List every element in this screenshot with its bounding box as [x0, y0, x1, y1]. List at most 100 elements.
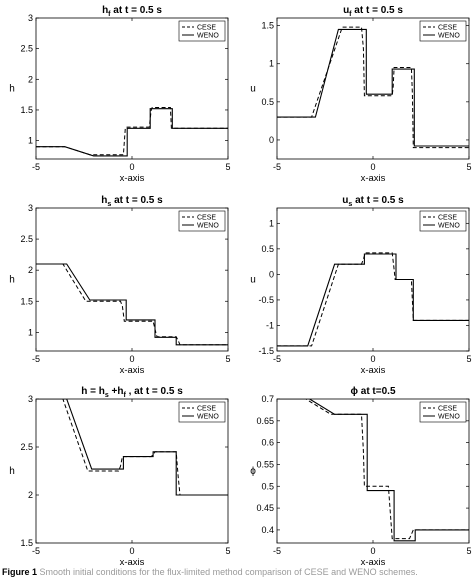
title-part: , at t = 0.5 s — [126, 386, 183, 397]
y-tick-label: 0.7 — [261, 394, 274, 404]
x-axis-label: x-axis — [361, 557, 386, 566]
y-axis-label: h — [9, 466, 15, 477]
x-axis-label: x-axis — [120, 365, 145, 376]
legend-label: WENO — [197, 33, 219, 40]
legend-label: CESE — [197, 406, 216, 413]
series-line-weno — [277, 399, 469, 542]
x-tick-label: 0 — [129, 162, 134, 172]
legend-box — [419, 20, 467, 42]
y-tick-label: 3 — [28, 203, 33, 213]
title-part: at t = 0.5 s — [352, 5, 404, 16]
legend-box — [178, 401, 226, 423]
x-tick-label: -5 — [32, 546, 40, 556]
y-tick-label: 1.5 — [20, 296, 33, 306]
y-axis-label: h — [9, 275, 15, 286]
y-tick-label: 0 — [269, 269, 274, 279]
x-tick-label: -5 — [32, 354, 40, 364]
chart-title: h = hs +hf , at t = 0.5 s — [81, 386, 183, 399]
series-line-weno — [36, 399, 228, 496]
y-axis-label: u — [250, 84, 256, 95]
y-tick-label: 0.6 — [261, 438, 274, 448]
plot-frame — [35, 398, 229, 544]
legend-box — [419, 210, 467, 232]
title-subscript: s — [107, 201, 111, 208]
title-part: ϕ at t=0.5 — [350, 386, 395, 397]
title-subscript: f — [123, 392, 126, 399]
y-axis-label: h — [9, 84, 15, 95]
x-tick-label: -5 — [273, 162, 281, 172]
x-tick-label: 0 — [129, 354, 134, 364]
chart-panel-6: -5 0 5 0.4 0.45 0.5 0.55 0.6 0.65 0.7 x-axis ϕ ϕ at … — [250, 386, 471, 566]
chart-title: hf at t = 0.5 s — [102, 5, 162, 18]
y-tick-label: 1 — [269, 59, 274, 69]
y-tick-label: 2 — [28, 74, 33, 84]
title-subscript: s — [105, 392, 109, 399]
y-tick-label: 1.5 — [261, 21, 274, 31]
y-tick-label: -1 — [266, 320, 274, 330]
y-tick-label: 1.5 — [20, 538, 33, 548]
figure-caption: Figure 1 Smooth initial conditions for t… — [2, 567, 472, 581]
title-part: at t = 0.5 s — [352, 195, 404, 206]
x-tick-label: 0 — [129, 546, 134, 556]
chart-title: ϕ at t=0.5 — [350, 386, 395, 397]
caption-label: Figure 1 — [2, 567, 38, 577]
x-tick-label: 0 — [370, 354, 375, 364]
title-part: +h — [109, 386, 124, 397]
y-tick-label: 0.5 — [261, 244, 274, 254]
plot-frame — [276, 207, 470, 352]
x-axis-label: x-axis — [361, 173, 386, 184]
y-tick-label: -1.5 — [258, 346, 274, 356]
series-line-weno — [277, 28, 469, 147]
legend-label: CESE — [197, 25, 216, 32]
y-tick-label: 2 — [28, 490, 33, 500]
y-tick-label: 2 — [28, 265, 33, 275]
title-part: at t = 0.5 s — [111, 5, 163, 16]
x-tick-label: -5 — [32, 162, 40, 172]
legend-label: CESE — [438, 25, 457, 32]
y-tick-label: 2.5 — [20, 442, 33, 452]
y-tick-label: 0.5 — [261, 97, 274, 107]
x-tick-label: 5 — [225, 546, 230, 556]
title-part: h — [101, 195, 107, 206]
y-tick-label: 0 — [269, 135, 274, 145]
y-tick-label: 0.45 — [256, 503, 274, 513]
plot-frame — [276, 17, 470, 160]
chart-panel-5: -5 0 5 1.5 2 2.5 3 x-axis h h = hs +hf , at t = 0… — [9, 386, 230, 566]
y-tick-label: 0.4 — [261, 525, 274, 535]
legend-box — [178, 20, 226, 42]
y-tick-label: 2.5 — [20, 234, 33, 244]
y-tick-label: -0.5 — [258, 295, 274, 305]
legend-label: WENO — [438, 223, 460, 230]
y-tick-label: 0.55 — [256, 459, 274, 469]
x-tick-label: 5 — [225, 354, 230, 364]
title-subscript: f — [108, 11, 111, 18]
x-axis-label: x-axis — [120, 173, 145, 184]
chart-title: hs at t = 0.5 s — [101, 195, 163, 208]
title-subscript: s — [348, 201, 352, 208]
legend-label: WENO — [438, 414, 460, 421]
chart-title: uf at t = 0.5 s — [343, 5, 403, 18]
y-tick-label: 1 — [269, 218, 274, 228]
title-part: u — [342, 195, 348, 206]
series-line-weno — [277, 253, 469, 347]
y-axis-label: ϕ — [250, 466, 256, 477]
y-tick-label: 1 — [28, 136, 33, 146]
title-part: at t = 0.5 s — [111, 195, 163, 206]
series-line-cese — [277, 399, 469, 540]
x-tick-label: -5 — [273, 354, 281, 364]
x-tick-label: -5 — [273, 546, 281, 556]
legend-label: WENO — [438, 33, 460, 40]
x-axis-label: x-axis — [120, 557, 145, 566]
legend-label: CESE — [438, 215, 457, 222]
x-axis-label: x-axis — [361, 365, 386, 376]
series-line-weno — [36, 263, 228, 346]
y-axis-label: u — [250, 275, 256, 286]
